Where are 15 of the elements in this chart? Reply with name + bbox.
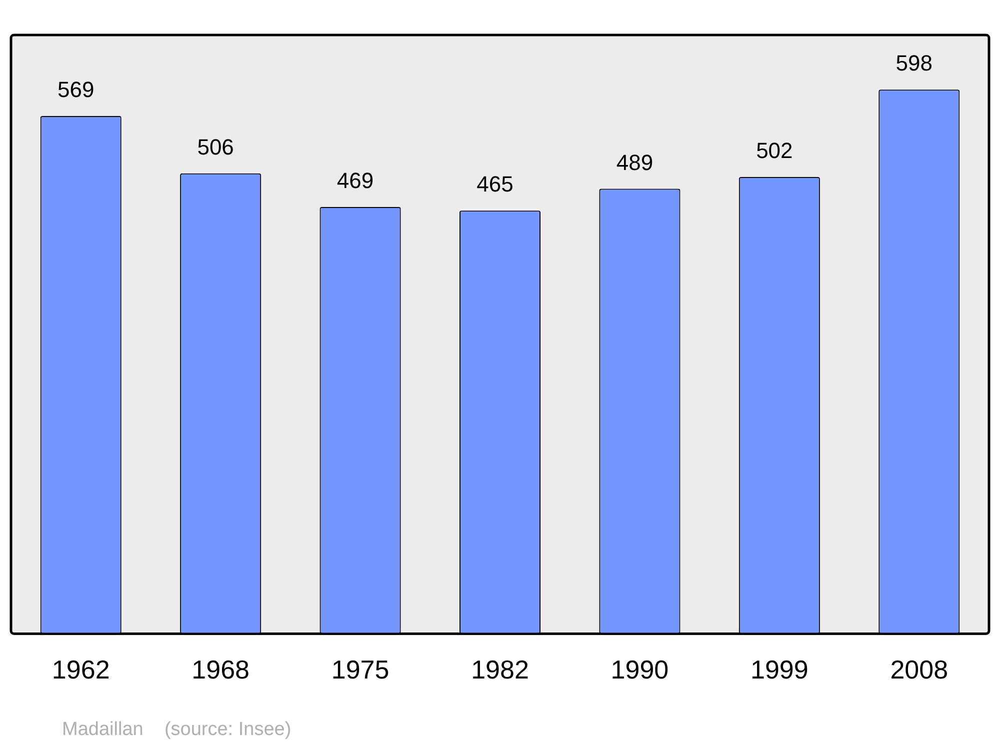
data-label: 489 (616, 150, 654, 175)
x-tick-label: 1962 (52, 654, 110, 685)
x-tick-label: 1990 (610, 654, 669, 685)
data-label: 506 (197, 134, 234, 160)
text: Madaillan (source: Insee) (62, 719, 292, 740)
x-tick-label: 1975 (331, 654, 390, 685)
data-label: 469 (336, 168, 374, 194)
x-tick-label: 2008 (890, 654, 948, 685)
data-label: 569 (58, 77, 94, 102)
x-tick-label: 1982 (471, 654, 529, 685)
data-label: 598 (896, 50, 932, 76)
data-label: 502 (756, 138, 793, 164)
x-tick-label: 1999 (750, 654, 808, 685)
data-label: 465 (476, 172, 514, 197)
x-tick-label: 1968 (192, 654, 250, 685)
